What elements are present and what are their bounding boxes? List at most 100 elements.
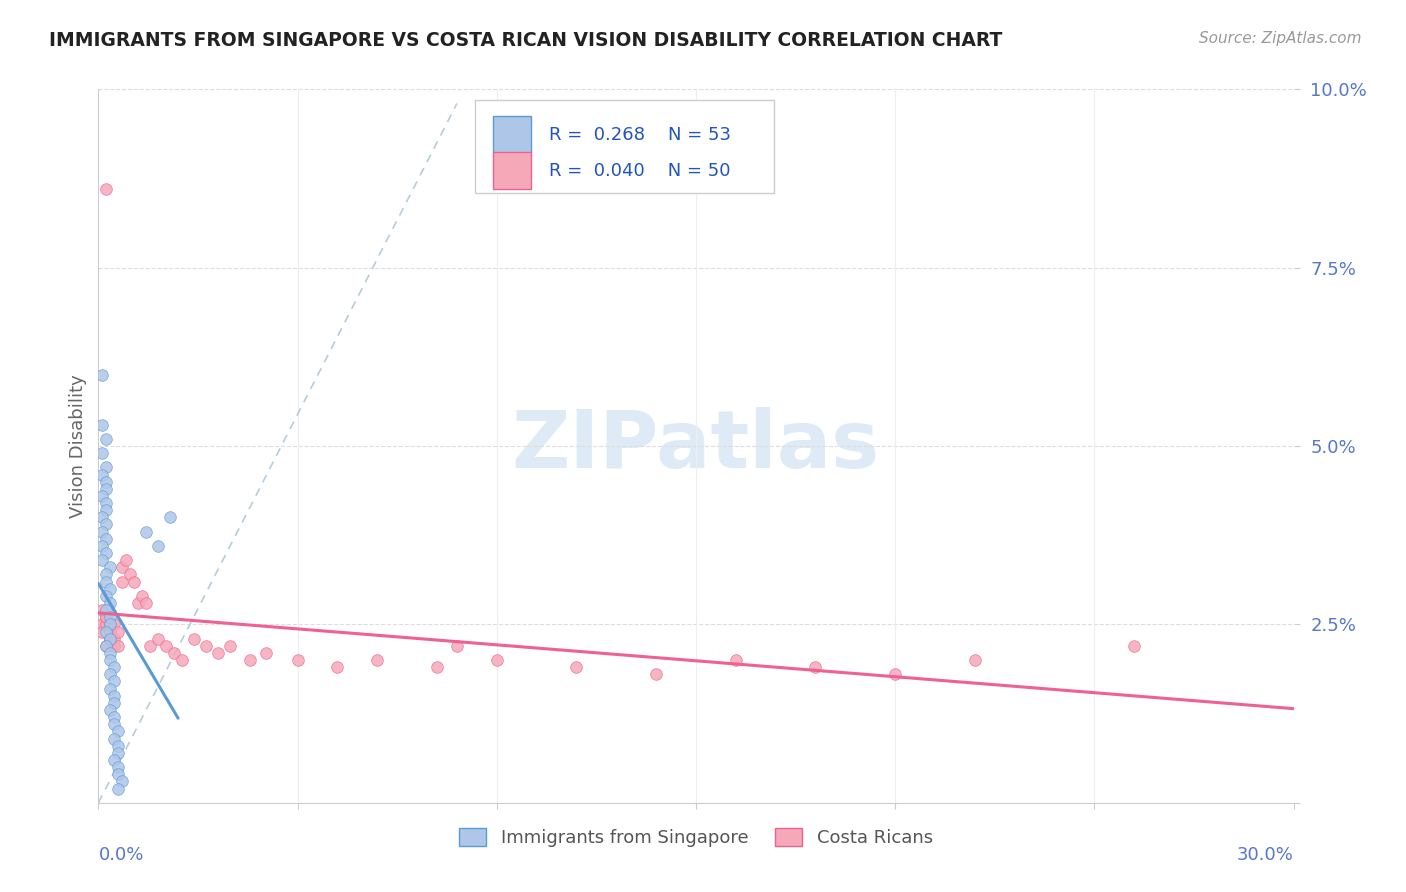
Point: [96, 617, 118, 632]
Point: [963, 653, 986, 667]
Point: [155, 639, 177, 653]
Point: [103, 660, 125, 674]
Point: [124, 574, 146, 589]
Point: [98, 632, 122, 646]
Point: [111, 574, 134, 589]
Point: [91, 539, 114, 553]
Point: [103, 710, 125, 724]
Point: [98, 560, 122, 574]
Point: [159, 510, 181, 524]
Point: [107, 639, 129, 653]
Point: [91, 553, 114, 567]
Point: [98, 646, 122, 660]
Point: [107, 739, 129, 753]
Point: [98, 653, 122, 667]
Text: R =  0.040    N = 50: R = 0.040 N = 50: [548, 161, 731, 179]
Point: [98, 596, 122, 610]
Point: [287, 653, 309, 667]
Point: [98, 667, 122, 681]
Text: IMMIGRANTS FROM SINGAPORE VS COSTA RICAN VISION DISABILITY CORRELATION CHART: IMMIGRANTS FROM SINGAPORE VS COSTA RICAN…: [49, 31, 1002, 50]
Point: [115, 553, 138, 567]
Point: [884, 667, 907, 681]
Point: [96, 589, 118, 603]
Point: [804, 660, 827, 674]
Point: [91, 624, 114, 639]
Point: [98, 624, 122, 639]
Point: [98, 582, 122, 596]
Point: [98, 610, 122, 624]
Point: [96, 475, 118, 489]
Point: [91, 417, 114, 432]
Point: [195, 639, 218, 653]
Point: [127, 596, 149, 610]
Point: [103, 674, 125, 689]
Point: [107, 624, 129, 639]
Point: [103, 639, 125, 653]
Point: [485, 653, 508, 667]
Point: [91, 510, 114, 524]
Point: [96, 603, 118, 617]
Point: [96, 574, 118, 589]
Point: [96, 432, 118, 446]
Point: [103, 632, 125, 646]
Point: [148, 539, 170, 553]
Point: [446, 639, 468, 653]
Point: [163, 646, 186, 660]
Text: Source: ZipAtlas.com: Source: ZipAtlas.com: [1198, 31, 1361, 46]
Y-axis label: Vision Disability: Vision Disability: [69, 374, 87, 518]
Point: [724, 653, 747, 667]
Point: [103, 617, 125, 632]
Point: [565, 660, 588, 674]
Point: [96, 610, 118, 624]
Point: [96, 624, 118, 639]
Point: [96, 546, 118, 560]
Point: [98, 617, 122, 632]
Point: [96, 567, 118, 582]
Point: [107, 781, 129, 796]
Point: [91, 524, 114, 539]
Point: [120, 567, 142, 582]
Text: 30.0%: 30.0%: [1237, 846, 1294, 863]
Point: [96, 517, 118, 532]
Point: [326, 660, 349, 674]
Point: [96, 496, 118, 510]
Point: [239, 653, 262, 667]
Point: [91, 467, 114, 482]
Bar: [494, 152, 531, 189]
Point: [98, 703, 122, 717]
Point: [98, 632, 122, 646]
Point: [96, 182, 118, 196]
Point: [645, 667, 668, 681]
Point: [219, 639, 242, 653]
Point: [103, 696, 125, 710]
Legend: Immigrants from Singapore, Costa Ricans: Immigrants from Singapore, Costa Ricans: [451, 822, 941, 855]
Point: [183, 632, 205, 646]
Point: [103, 689, 125, 703]
Point: [139, 639, 162, 653]
Point: [98, 624, 122, 639]
Point: [107, 746, 129, 760]
Point: [111, 774, 134, 789]
Point: [96, 610, 118, 624]
Point: [103, 717, 125, 731]
Point: [366, 653, 388, 667]
Point: [91, 368, 114, 382]
Point: [91, 617, 114, 632]
Point: [96, 532, 118, 546]
Point: [98, 681, 122, 696]
Point: [96, 482, 118, 496]
Point: [98, 632, 122, 646]
Point: [131, 589, 153, 603]
Point: [96, 503, 118, 517]
Point: [1123, 639, 1146, 653]
Point: [98, 617, 122, 632]
Bar: [475, 100, 773, 193]
Point: [135, 524, 157, 539]
Point: [107, 767, 129, 781]
Point: [254, 646, 277, 660]
Point: [172, 653, 194, 667]
Point: [426, 660, 449, 674]
Point: [96, 639, 118, 653]
Point: [111, 560, 134, 574]
Point: [103, 731, 125, 746]
